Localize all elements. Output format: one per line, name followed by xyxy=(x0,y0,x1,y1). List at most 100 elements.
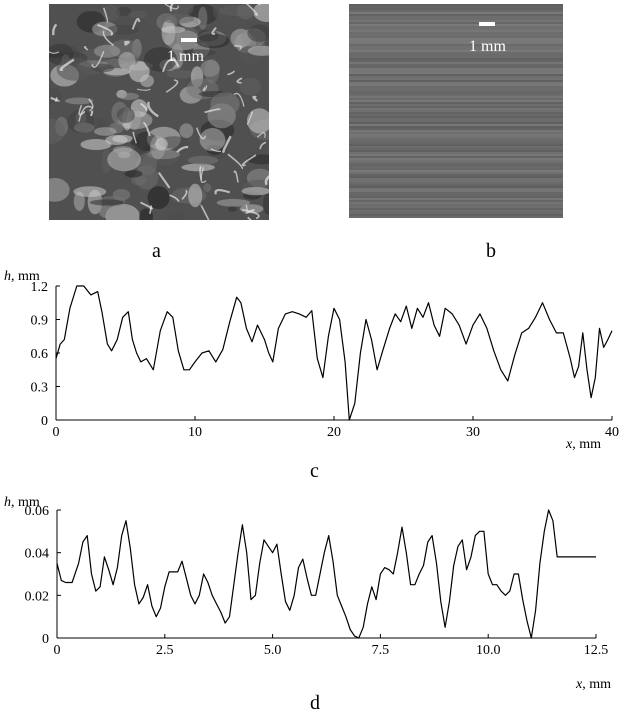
texture-a-highlight xyxy=(256,132,266,138)
texture-b-stripe xyxy=(349,54,563,56)
panel-label-d: d xyxy=(310,692,320,714)
texture-b-stripe xyxy=(349,36,563,38)
texture-b-stripe xyxy=(349,92,563,94)
texture-b-stripe xyxy=(349,72,563,74)
texture-b-stripe xyxy=(349,68,563,70)
y-tick-label: 0.9 xyxy=(31,314,49,329)
texture-b-stripe xyxy=(349,198,563,200)
texture-a-grain xyxy=(179,123,194,139)
texture-b-stripe xyxy=(349,22,563,24)
texture-a-grain xyxy=(236,4,255,20)
texture-a-highlight xyxy=(227,153,244,170)
texture-b-stripe xyxy=(349,116,563,118)
texture-a-grain xyxy=(73,186,107,198)
texture-a-grain xyxy=(91,63,115,73)
texture-b-stripe xyxy=(349,76,563,78)
texture-b-stripe xyxy=(349,188,563,190)
texture-a-highlight xyxy=(97,23,114,36)
texture-a-highlight xyxy=(222,135,232,153)
texture-b-stripe xyxy=(349,82,563,84)
texture-b-stripe xyxy=(349,206,563,208)
texture-b-stripe xyxy=(349,78,563,80)
texture-a-grain xyxy=(147,186,170,210)
texture-b-stripe xyxy=(349,40,563,42)
texture-b-stripe xyxy=(349,8,563,10)
texture-b-stripe xyxy=(349,114,563,116)
texture-b-stripe xyxy=(349,74,563,76)
texture-a-highlight xyxy=(233,45,242,51)
texture-a-grain xyxy=(239,77,262,96)
texture-b-stripe xyxy=(349,200,563,202)
texture-b-stripe xyxy=(349,60,563,62)
texture-b-stripe xyxy=(349,132,563,134)
texture-b-stripe xyxy=(349,10,563,12)
texture-b-stripe xyxy=(349,52,563,54)
texture-b-stripe xyxy=(349,98,563,100)
texture-b-stripe xyxy=(349,26,563,28)
texture-a-highlight xyxy=(55,96,58,103)
texture-a-highlight xyxy=(246,111,253,125)
texture-b-stripe xyxy=(349,14,563,16)
texture-b-stripe xyxy=(349,128,563,130)
texture-b-stripe xyxy=(349,156,563,158)
texture-b-stripe xyxy=(349,94,563,96)
texture-a-highlight xyxy=(236,77,243,84)
texture-a-grain xyxy=(75,111,87,126)
texture-b-stripe xyxy=(349,96,563,98)
texture-a-highlight xyxy=(131,17,141,30)
y-tick-label: 0.3 xyxy=(31,381,49,396)
texture-a-highlight xyxy=(102,30,115,47)
texture-a-grain xyxy=(210,92,240,116)
texture-b-stripe xyxy=(349,152,563,154)
texture-b-stripe xyxy=(349,90,563,92)
texture-b-stripe xyxy=(349,50,563,52)
panel-label-c: c xyxy=(310,460,319,482)
texture-b-stripe xyxy=(349,106,563,108)
texture-a-grain xyxy=(93,44,121,58)
profile-series-line xyxy=(56,509,596,639)
texture-a-highlight xyxy=(233,92,245,107)
texture-b-stripe xyxy=(349,140,563,142)
texture-a-highlight xyxy=(245,4,258,16)
surface-photo-a: 1 mm xyxy=(49,4,269,220)
texture-b-stripe xyxy=(349,192,563,194)
texture-a-grain xyxy=(198,6,208,30)
texture-a-grain xyxy=(94,127,117,136)
texture-a-highlight xyxy=(88,98,94,112)
texture-a-grain xyxy=(181,163,215,172)
y-tick-label: 0.6 xyxy=(31,347,49,362)
y-tick-label: 1.2 xyxy=(31,280,49,295)
y-tick-label: 0.06 xyxy=(25,504,50,519)
texture-a-highlight xyxy=(136,88,151,91)
texture-a-highlight xyxy=(59,58,75,71)
texture-b-stripe xyxy=(349,160,563,162)
texture-a-highlight xyxy=(140,102,148,112)
texture-b-stripe xyxy=(349,102,563,104)
surface-texture-a xyxy=(49,4,269,220)
texture-a-grain xyxy=(124,170,143,178)
x-tick-label: 10.0 xyxy=(476,643,501,658)
texture-a-grain xyxy=(160,13,195,24)
texture-b-stripe xyxy=(349,196,563,198)
texture-b-stripe xyxy=(349,180,563,182)
texture-a-grain xyxy=(168,212,187,220)
texture-b-stripe xyxy=(349,30,563,32)
texture-a-grain xyxy=(116,107,135,123)
x-axis-label: x, mm xyxy=(565,437,601,452)
texture-b-stripe xyxy=(349,110,563,112)
texture-b-stripe xyxy=(349,124,563,126)
texture-a-grain xyxy=(49,118,65,144)
texture-b-stripe xyxy=(349,136,563,138)
texture-b-stripe xyxy=(349,18,563,20)
texture-a-highlight xyxy=(89,110,94,117)
texture-b-stripe xyxy=(349,48,563,50)
texture-a-grain xyxy=(105,203,140,220)
texture-a-highlight xyxy=(149,205,152,214)
y-tick-label: 0.02 xyxy=(25,589,50,604)
profile-series-line xyxy=(55,285,613,421)
texture-a-grain xyxy=(106,24,139,35)
texture-a-highlight xyxy=(227,70,235,76)
texture-a-highlight xyxy=(252,95,258,102)
texture-a-grain xyxy=(143,47,178,72)
texture-b-stripe xyxy=(349,194,563,196)
